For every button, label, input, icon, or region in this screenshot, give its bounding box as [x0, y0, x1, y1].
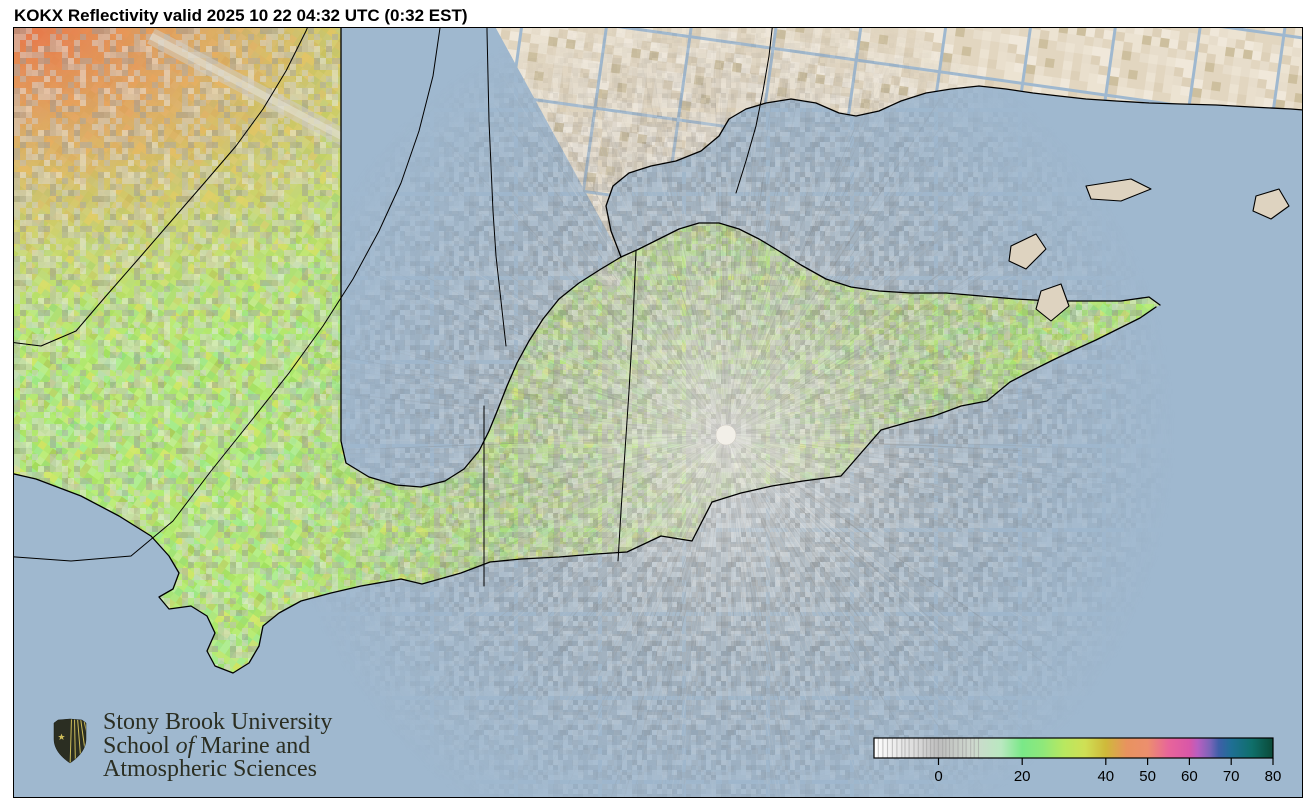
- svg-text:80: 80: [1265, 768, 1282, 785]
- svg-text:20: 20: [1014, 768, 1031, 785]
- svg-text:50: 50: [1139, 768, 1156, 785]
- svg-text:0: 0: [934, 768, 942, 785]
- svg-text:70: 70: [1223, 768, 1240, 785]
- svg-text:60: 60: [1181, 768, 1198, 785]
- svg-text:40: 40: [1097, 768, 1114, 785]
